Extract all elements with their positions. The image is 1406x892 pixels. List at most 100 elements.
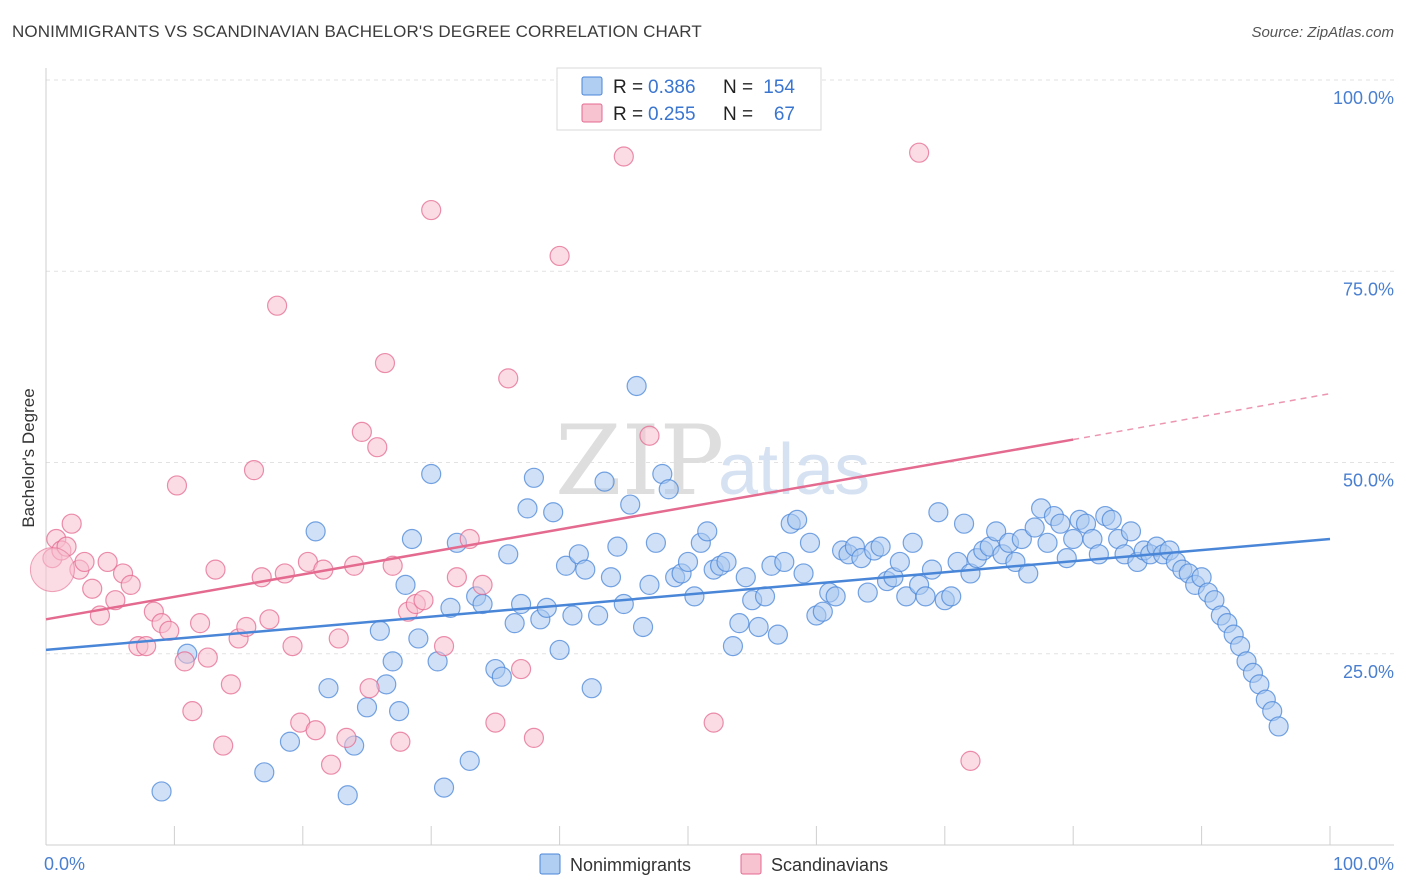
scandinavians-point (213, 735, 234, 756)
nonimmigrants-point (594, 471, 615, 492)
bottom-legend-label-scandinavians: Scandinavians (771, 855, 888, 875)
legend-r-value-nonimmigrants: 0.386 (648, 77, 696, 98)
legend-n-value-nonimmigrants: 154 (763, 77, 795, 98)
scandinavians-point (498, 368, 519, 389)
nonimmigrants-point (986, 521, 1007, 542)
scandinavians-point (421, 199, 442, 221)
scandinavians-point (472, 574, 493, 596)
nonimmigrants-point (793, 563, 814, 584)
legend: R = 0.386 N = 154 R = 0.255 N = 67 (556, 67, 822, 131)
legend-r-label-scandinavians: R = (613, 104, 643, 125)
nonimmigrants-point (1268, 716, 1289, 737)
nonimmigrants-point (1037, 532, 1058, 553)
scandinavians-point (82, 578, 103, 599)
scandinavians-point (282, 635, 303, 657)
nonimmigrants-point (369, 620, 390, 641)
nonimmigrants-point (620, 494, 641, 515)
nonimmigrants-point (562, 605, 583, 626)
nonimmigrants-point (491, 666, 512, 687)
scandinavians-point (243, 460, 265, 481)
watermark: ZIP atlas (555, 405, 870, 517)
nonimmigrants-point (716, 551, 737, 573)
nonimmigrants-point (254, 762, 275, 783)
scandinavians-point (510, 658, 532, 680)
y-axis-label: Bachelor's Degree (19, 388, 38, 527)
nonimmigrants-point (921, 559, 943, 580)
nonimmigrants-point (799, 532, 821, 553)
axes (45, 68, 1394, 846)
nonimmigrants-point (953, 513, 975, 534)
nonimmigrants-point (523, 467, 545, 488)
nonimmigrants-point (1101, 509, 1122, 530)
x-tick-label-min: 0.0% (44, 854, 85, 874)
scandinavians-point (351, 421, 372, 442)
nonimmigrants-point (498, 544, 519, 565)
scandinavians-point (382, 555, 403, 576)
scandinavians-point-large (29, 547, 75, 593)
watermark-zip: ZIP (555, 405, 724, 517)
nonimmigrants-point (645, 532, 667, 553)
scandinavians-point (960, 750, 981, 771)
scandinavians-point (320, 754, 342, 775)
nonimmigrants-point (774, 551, 795, 573)
nonimmigrants-point (421, 463, 442, 485)
nonimmigrants-point (787, 509, 808, 530)
legend-n-value-scandinavians: 67 (774, 104, 795, 125)
nonimmigrants-point (543, 502, 564, 523)
series-nonimmigrants (151, 375, 1289, 806)
scandinavians-point (259, 609, 280, 630)
nonimmigrants-point (684, 586, 705, 607)
series-scandinavians (29, 142, 981, 775)
legend-n-label-nonimmigrants: N = (723, 77, 753, 98)
legend-n-label-scandinavians: N = (723, 104, 753, 125)
scandinavians-point (909, 142, 930, 163)
scandinavians-point (205, 559, 226, 580)
nonimmigrants-point (588, 605, 609, 626)
legend-swatch-nonimmigrants (581, 76, 603, 96)
scandinavians-point (446, 567, 467, 588)
nonimmigrants-point (151, 781, 172, 802)
nonimmigrants-point (1011, 528, 1032, 550)
nonimmigrants-point (889, 551, 910, 573)
nonimmigrants-point (517, 498, 538, 519)
nonimmigrants-point (1120, 521, 1142, 542)
trend-lines (45, 392, 1331, 652)
scandinavians-point (105, 590, 126, 611)
x-tick-label-max: 100.0% (1333, 854, 1394, 874)
nonimmigrants-point (639, 574, 660, 596)
scandinavians-point (613, 146, 634, 167)
source-label: Source: ZipAtlas.com (1251, 24, 1394, 41)
nonimmigrants-point (902, 532, 923, 553)
chart-title: NONIMMIGRANTS VS SCANDINAVIAN BACHELOR'S… (12, 22, 702, 41)
scandinavians-point (328, 628, 349, 649)
scandinavians-point (274, 563, 295, 584)
nonimmigrants-point (729, 613, 750, 634)
nonimmigrants-point (575, 559, 596, 580)
nonimmigrants-point (600, 567, 622, 588)
nonimmigrants-point (632, 616, 654, 638)
scandinavians-point (61, 513, 82, 534)
nonimmigrants-point (1088, 544, 1109, 565)
scandinavians-point (359, 678, 380, 699)
nonimmigrants-point (613, 593, 634, 615)
nonimmigrants-point (754, 586, 776, 607)
nonimmigrants-point (677, 551, 699, 573)
scandinavians-point (197, 647, 218, 668)
nonimmigrants-point (626, 375, 647, 397)
nonimmigrants-point (581, 678, 602, 699)
legend-swatch-scandinavians (581, 103, 603, 123)
scandinavians-point (374, 352, 396, 374)
nonimmigrants-point (1063, 528, 1084, 550)
y-tick-label-50: 50.0% (1343, 471, 1394, 491)
nonimmigrants-point (870, 536, 891, 557)
y-tick-label-75: 75.0% (1343, 279, 1394, 299)
y-tick-label-100: 100.0% (1333, 88, 1394, 108)
nonimmigrants-point (928, 502, 949, 523)
nonimmigrants-point (825, 586, 846, 607)
nonimmigrants-point (433, 777, 455, 798)
scandinavians-point (523, 727, 545, 749)
nonimmigrants-point (857, 582, 878, 603)
nonimmigrants-point (382, 651, 403, 672)
scandinavians-point (182, 701, 203, 722)
nonimmigrants-point (941, 586, 962, 607)
